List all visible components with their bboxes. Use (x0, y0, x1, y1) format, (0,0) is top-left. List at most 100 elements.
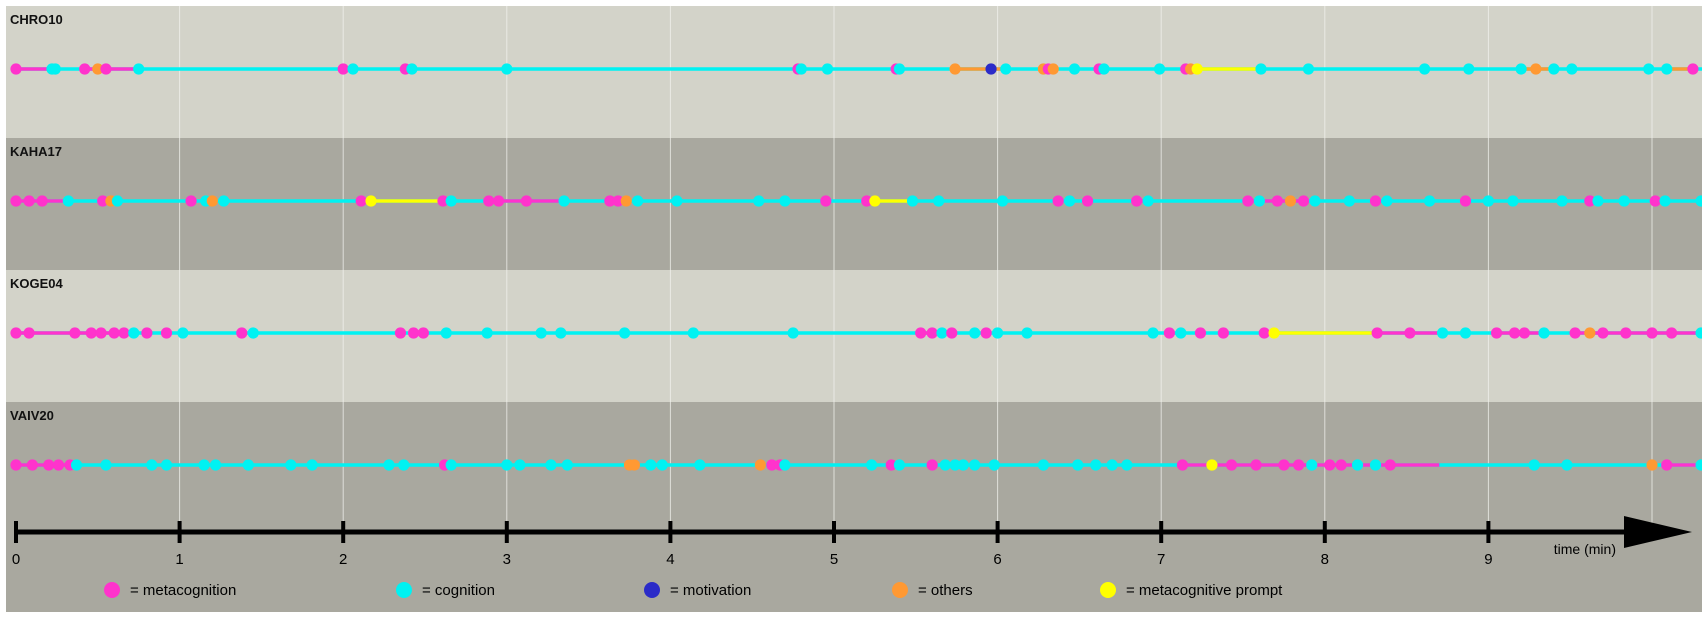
tick-label: 4 (666, 551, 674, 568)
tick-label: 5 (830, 551, 838, 568)
event-dot-metacognition (10, 63, 22, 75)
event-dot-metacognition (1324, 459, 1336, 471)
event-dot-cognition (555, 327, 567, 339)
event-dot-others (206, 195, 218, 207)
event-dot-cognition (1072, 459, 1084, 471)
event-dot-cognition (558, 195, 570, 207)
event-dot-cognition (1106, 459, 1118, 471)
event-dot-cognition (1343, 195, 1355, 207)
event-dot-cognition (1566, 63, 1578, 75)
event-dot-metacognition (1508, 327, 1521, 339)
event-dot-metacognition (79, 63, 91, 75)
event-dot-cognition (111, 195, 124, 207)
event-dot-others (620, 195, 632, 207)
event-dot-cognition (694, 459, 706, 471)
event-dot-metacognition (1278, 459, 1290, 471)
legend-item-metacognitive-prompt: = metacognitive prompt (1100, 582, 1283, 599)
event-dot-metacognition (95, 327, 107, 339)
event-dot-cognition (992, 327, 1004, 339)
event-dot-cognition (100, 459, 112, 471)
event-dot-cognition (1090, 459, 1102, 471)
event-dot-metacognition (1131, 195, 1143, 207)
event-dot-cognition (1381, 195, 1393, 207)
tick-label: 9 (1484, 551, 1492, 568)
event-dot-cognition (285, 459, 297, 471)
event-dot-cognition (133, 63, 145, 75)
event-dot-cognition (1147, 327, 1159, 339)
event-dot-cognition (49, 63, 61, 75)
event-dot-cognition (1618, 195, 1630, 207)
event-dot-metacognition (1490, 327, 1503, 339)
event-dot-cognition (406, 63, 418, 75)
event-dot-others (1646, 459, 1658, 471)
event-dot-cognition (1538, 327, 1550, 339)
event-dot-others (1047, 63, 1059, 75)
event-dot-cognition (1548, 63, 1560, 75)
event-dot-cognition (1695, 327, 1702, 339)
event-dot-cognition (893, 63, 906, 75)
event-dot-cognition (1369, 459, 1382, 471)
event-dot-metacognition (1666, 327, 1678, 339)
event-dot-metacognition (10, 195, 22, 207)
event-dot-cognition (821, 63, 834, 75)
event-dot-cognition (242, 459, 254, 471)
event-dot-others (1530, 63, 1542, 75)
event-dot-metacognition (612, 195, 624, 207)
event-dot-metacognition (1242, 195, 1254, 207)
event-dot-metacognition (1194, 327, 1207, 339)
event-dot-cognition (1351, 459, 1364, 471)
event-dot-cognition (1021, 327, 1033, 339)
event-dot-metacognition (1176, 459, 1189, 471)
event-dot-cognition (1253, 195, 1265, 207)
event-dot-cognition (177, 327, 189, 339)
event-dot-cognition (753, 195, 765, 207)
event-dot-cognition (1695, 459, 1702, 471)
event-dot-cognition (545, 459, 557, 471)
legend-item-cognition: = cognition (396, 582, 495, 599)
event-dot-metacognition (26, 459, 38, 471)
event-dot-metacognition (820, 195, 832, 207)
event-dot-metacognition (394, 327, 407, 339)
event-dot-metacognition (1597, 327, 1609, 339)
event-dot-metacognition (10, 327, 22, 339)
event-dot-cognition (1037, 459, 1050, 471)
event-dot-metacognition (141, 327, 153, 339)
event-dot-cognition (1255, 63, 1267, 75)
event-dot-cognition (957, 459, 969, 471)
event-dot-cognition (939, 459, 951, 471)
event-dot-metacognition (1369, 195, 1382, 207)
row-label: VAIV20 (10, 408, 54, 423)
event-dot-cognition (1175, 327, 1187, 339)
legend-label: = metacognition (130, 582, 236, 599)
event-dot-metacognition (97, 195, 109, 207)
event-dot-cognition (1098, 63, 1110, 75)
event-dot-metacognition (1081, 195, 1094, 207)
event-dot-metacognitive-prompt (365, 195, 377, 207)
row-koge04: KOGE04 (10, 276, 1702, 339)
event-dot-cognition (1436, 327, 1449, 339)
tick-label: 8 (1321, 551, 1329, 568)
event-dot-metacognitive-prompt (1191, 63, 1203, 75)
event-dot-cognition (1507, 195, 1519, 207)
event-dot-metacognitive-prompt (1268, 327, 1280, 339)
event-dot-metacognition (1646, 327, 1658, 339)
event-dot-cognition (128, 327, 140, 339)
event-dot-cognition (1063, 195, 1076, 207)
axis-area-background (6, 534, 1702, 612)
participant-rows: CHRO10 KAHA17 KOGE04 VAIV20 (10, 12, 1702, 471)
legend-swatch (1100, 582, 1116, 598)
event-dot-metacognition (23, 195, 35, 207)
event-dot-metacognition (108, 327, 120, 339)
event-dot-cognition (514, 459, 526, 471)
event-dot-metacognitive-prompt (869, 195, 881, 207)
event-dot-cognition (1142, 195, 1154, 207)
tick-label: 1 (175, 551, 183, 568)
event-dot-metacognition (861, 195, 873, 207)
event-dot-cognition (1423, 195, 1436, 207)
event-dot-metacognition (1384, 459, 1396, 471)
event-dot-others (1284, 195, 1297, 207)
legend-item-metacognition: = metacognition (104, 582, 236, 599)
time-axis: 0 1 2 3 4 5 6 7 8 9 time (min) (12, 516, 1692, 568)
event-dot-cognition (1068, 63, 1081, 75)
